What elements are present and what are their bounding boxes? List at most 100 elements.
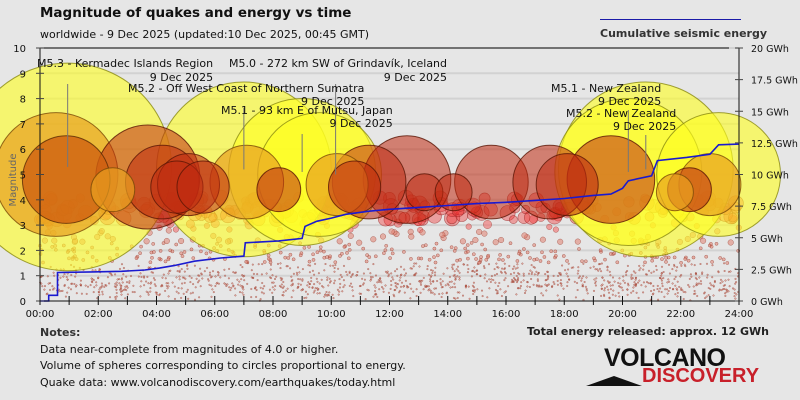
quake-dot — [280, 286, 283, 289]
quake-dot — [394, 270, 397, 273]
quake-dot — [645, 281, 649, 284]
quake-dot — [313, 283, 316, 286]
quake-dot — [514, 267, 517, 270]
quake-dot — [199, 249, 203, 254]
quake-dot — [618, 295, 621, 298]
quake-dot — [232, 285, 235, 288]
quake-dot — [193, 264, 196, 267]
quake-dot — [341, 290, 344, 293]
quake-dot — [600, 262, 603, 265]
quake-dot — [614, 294, 617, 297]
quake-dot — [446, 267, 449, 270]
quake-dot — [673, 278, 676, 281]
quake-dot — [694, 276, 697, 280]
y2-tick-label: 15 GWh — [751, 107, 789, 118]
quake-dot — [516, 279, 519, 282]
quake-dot — [106, 276, 109, 279]
quake-dot — [509, 215, 518, 224]
quake-dot — [157, 256, 162, 261]
quake-dot — [191, 256, 196, 260]
quake-dot — [259, 298, 262, 301]
quake-dot — [609, 288, 612, 291]
quake-dot — [476, 273, 479, 276]
chart-subtitle: worldwide - 9 Dec 2025 (updated:10 Dec 2… — [40, 28, 370, 41]
quake-dot — [574, 296, 577, 299]
quake-dot — [440, 283, 443, 286]
quake-dot — [660, 277, 663, 280]
quake-dot — [528, 256, 532, 260]
x-tick-label: 10:00 — [317, 309, 346, 320]
quake-dot — [382, 290, 385, 293]
quake-dot — [301, 268, 304, 271]
quake-dot — [228, 267, 231, 270]
quake-dot — [551, 285, 554, 288]
quake-dot — [544, 273, 547, 276]
quake-dot — [539, 236, 546, 243]
quake-dot — [286, 256, 291, 260]
quake-dot — [268, 288, 271, 291]
quake-dot — [522, 279, 525, 282]
quake-dot — [560, 282, 563, 285]
quake-dot — [409, 297, 412, 300]
quake-dot — [410, 287, 413, 290]
quake-dot — [507, 285, 510, 288]
quake-dot — [208, 273, 212, 277]
quake-dot — [356, 239, 363, 246]
annotation-date: 9 Dec 2025 — [613, 120, 676, 133]
quake-dot — [318, 292, 321, 295]
quake-dot — [350, 275, 353, 278]
quake-dot — [349, 282, 353, 285]
quake-dot — [342, 286, 345, 289]
annotation-label: M5.1 - New Zealand — [551, 82, 661, 95]
quake-dot — [384, 243, 389, 248]
quake-dot — [419, 283, 423, 286]
quake-dot — [671, 268, 674, 271]
quake-dot — [387, 275, 390, 278]
quake-dot — [582, 275, 585, 278]
legend-label: Cumulative seismic energy — [600, 27, 768, 40]
quake-dot — [342, 264, 346, 267]
quake-dot — [674, 275, 677, 278]
quake-dot — [137, 275, 140, 278]
quake-dot — [539, 285, 542, 288]
quake-dot — [492, 279, 495, 282]
quake-dot — [226, 283, 229, 286]
quake-dot — [383, 248, 388, 252]
quake-dot — [133, 291, 136, 294]
quake-dot — [441, 292, 444, 295]
quake-dot — [122, 288, 125, 292]
quake-dot — [558, 298, 561, 301]
quake-dot — [704, 297, 707, 300]
quake-dot — [374, 286, 377, 289]
quake-dot — [372, 263, 375, 266]
quake-dot — [516, 263, 519, 266]
quake-dot — [242, 288, 245, 291]
quake-dot — [583, 259, 588, 264]
volcanodiscovery-logo[interactable]: VOLCANO DISCOVERY — [586, 346, 766, 388]
quake-dot — [391, 276, 394, 279]
volcano-icon — [586, 376, 642, 386]
logo-text-top: VOLCANO — [604, 344, 726, 372]
quake-dot — [580, 279, 583, 282]
quake-dot — [542, 255, 547, 259]
quake-dot — [606, 280, 609, 283]
quake-dot — [583, 280, 586, 284]
quake-dot — [525, 250, 530, 255]
quake-dot — [520, 281, 523, 284]
quake-dot — [250, 296, 253, 299]
quake-dot — [733, 291, 736, 295]
quake-dot — [630, 291, 633, 294]
quake-dot — [645, 273, 648, 276]
quake-dot — [515, 293, 518, 296]
quake-dot — [706, 273, 709, 276]
quake-dot — [473, 270, 476, 273]
quake-dot — [281, 286, 284, 290]
quake-dot — [310, 276, 313, 279]
y2-tick-label: 5 GWh — [751, 234, 783, 245]
quake-dot — [627, 284, 630, 287]
quake-dot — [370, 236, 377, 243]
quake-dot — [691, 255, 696, 260]
quake-dot — [252, 272, 255, 275]
quake-dot — [355, 274, 358, 277]
quake-dot — [231, 282, 234, 285]
